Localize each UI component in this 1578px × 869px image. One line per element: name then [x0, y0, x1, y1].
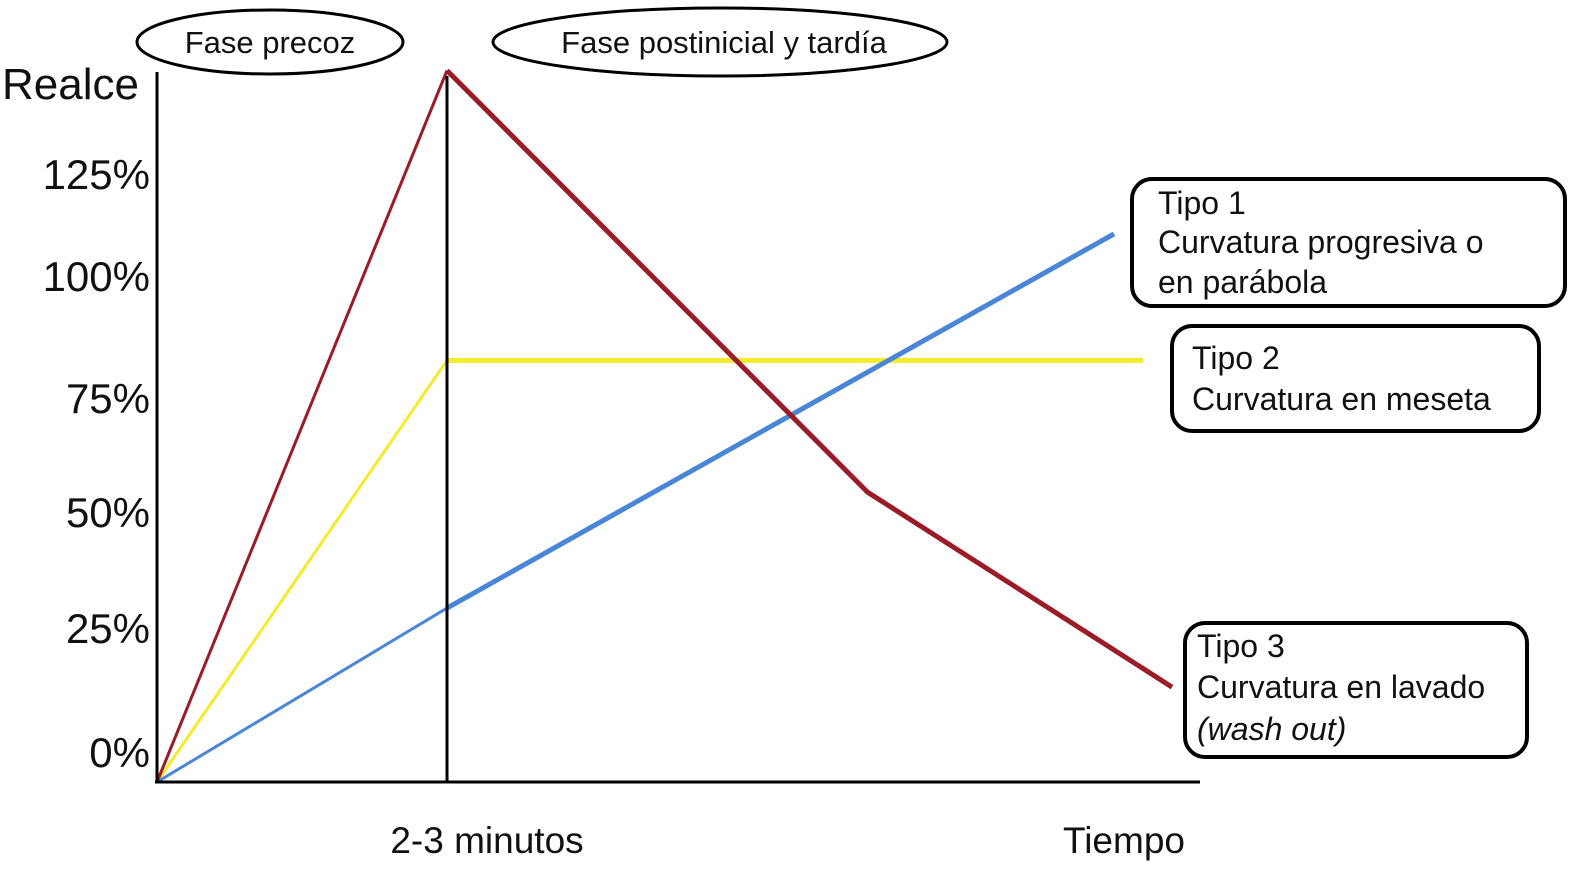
phase-label-early: Fase precoz [135, 8, 405, 76]
svg-text:Fase precoz: Fase precoz [185, 25, 356, 60]
y-tick-label-0: 0% [89, 729, 150, 776]
svg-text:Fase postinicial y tardía: Fase postinicial y tardía [561, 25, 887, 60]
phase-label-late: Fase postinicial y tardía [491, 6, 949, 78]
series-line-late-tipo-3 [445, 68, 1174, 690]
series-line-rise-tipo-1 [156, 606, 448, 784]
y-tick-label-25: 25% [66, 605, 150, 652]
y-tick-label-100: 100% [43, 253, 150, 300]
svg-text:Tipo 1: Tipo 1 [1158, 185, 1246, 221]
legend-text-tipo-1-line-1: Curvatura progresiva o [1158, 224, 1483, 260]
y-tick-label-50: 50% [66, 489, 150, 536]
series-line-rise-tipo-3 [155, 69, 449, 783]
x-tick-label-0: 2-3 minutos [390, 820, 583, 861]
svg-text:Tipo 3: Tipo 3 [1197, 628, 1285, 664]
y-axis-label: Realce [2, 60, 139, 109]
series-lines [155, 68, 1174, 784]
legend-box-tipo-3: Tipo 3 Curvatura en lavado (wash out) [1183, 621, 1529, 759]
legend-text-tipo-1-line-2: en parábola [1158, 264, 1327, 300]
svg-text:Curvatura en lavado: Curvatura en lavado [1197, 669, 1485, 705]
y-tick-label-75: 75% [66, 375, 150, 422]
x-tick-labels: 2-3 minutos [390, 820, 583, 861]
svg-text:(wash out): (wash out) [1197, 711, 1346, 747]
y-tick-labels: 0% 25% 50% 75% 100% 125% [43, 151, 150, 776]
legend-box-tipo-1: Tipo 1 Curvatura progresiva o en parábol… [1130, 177, 1567, 308]
legend-box-tipo-2: Tipo 2 Curvatura en meseta [1170, 324, 1541, 433]
svg-text:Curvatura en meseta: Curvatura en meseta [1192, 381, 1491, 417]
y-tick-label-125: 125% [43, 151, 150, 198]
svg-text:Tipo 2: Tipo 2 [1192, 340, 1280, 376]
series-line-rise-tipo-2 [155, 359, 449, 783]
series-line-late-tipo-1 [445, 231, 1116, 611]
x-axis-label: Tiempo [1063, 820, 1185, 861]
